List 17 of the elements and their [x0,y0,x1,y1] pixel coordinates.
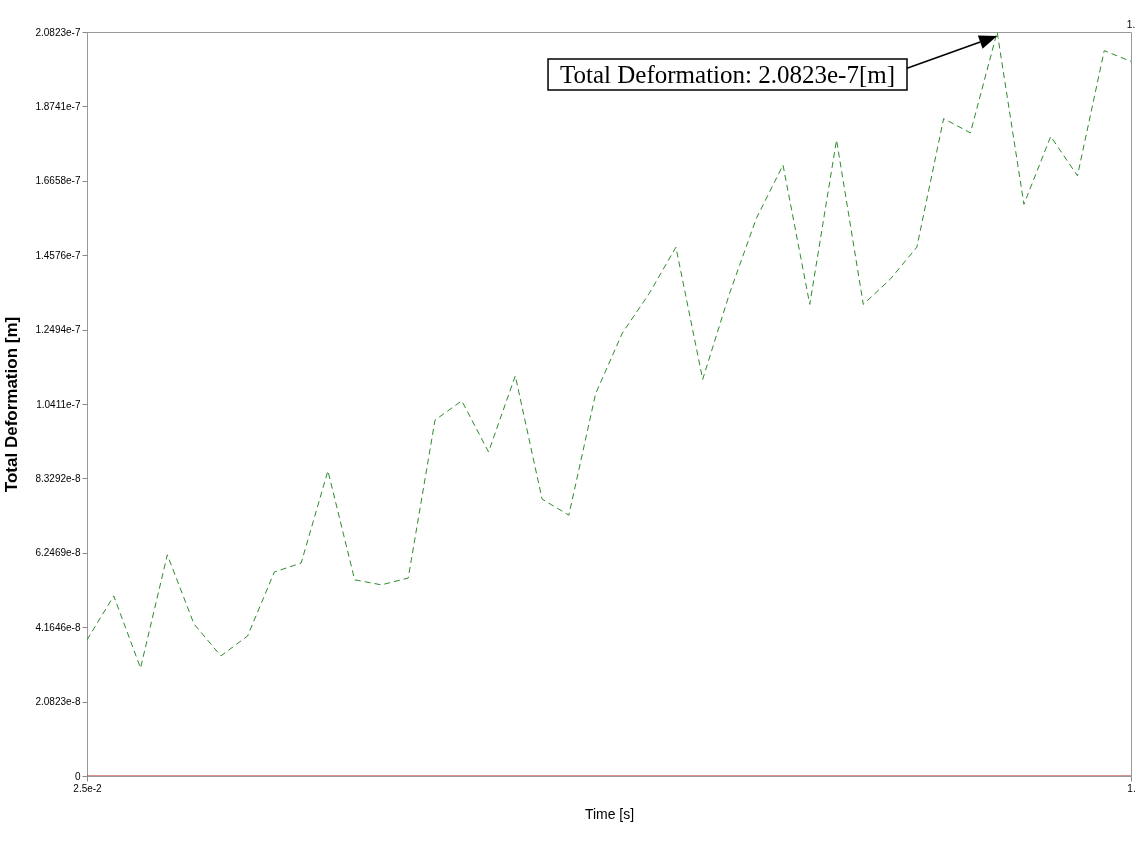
y-tick-label: 0 [74,770,81,782]
text: 1. [1126,19,1136,30]
annotation: Total Deformation: 2.0823e-7[m] [560,61,895,88]
line-series [87,32,1131,669]
x-axis-title: Time [s] [584,805,635,822]
y-tick-label: 4.1646e-8 [35,621,81,633]
y-tick-label: 1.2494e-7 [35,324,81,336]
y-tick-label: 1.0411e-7 [36,398,81,410]
y-tick-label: 6.2469e-8 [35,547,81,559]
x-tick-label: 2.5e-2 [73,782,103,794]
y-axis-title: Total Deformation [m] [2,316,22,493]
y-tick-label: 1.4576e-7 [35,249,81,261]
y-tick-label: 8.3292e-8 [35,472,81,484]
y-tick-label: 2.0823e-7 [35,26,81,38]
y-tick-label: 2.0823e-8 [35,696,81,708]
y-tick-label: 1.8741e-7 [35,100,81,112]
y-tick-label: 1.6658e-7 [35,175,81,187]
